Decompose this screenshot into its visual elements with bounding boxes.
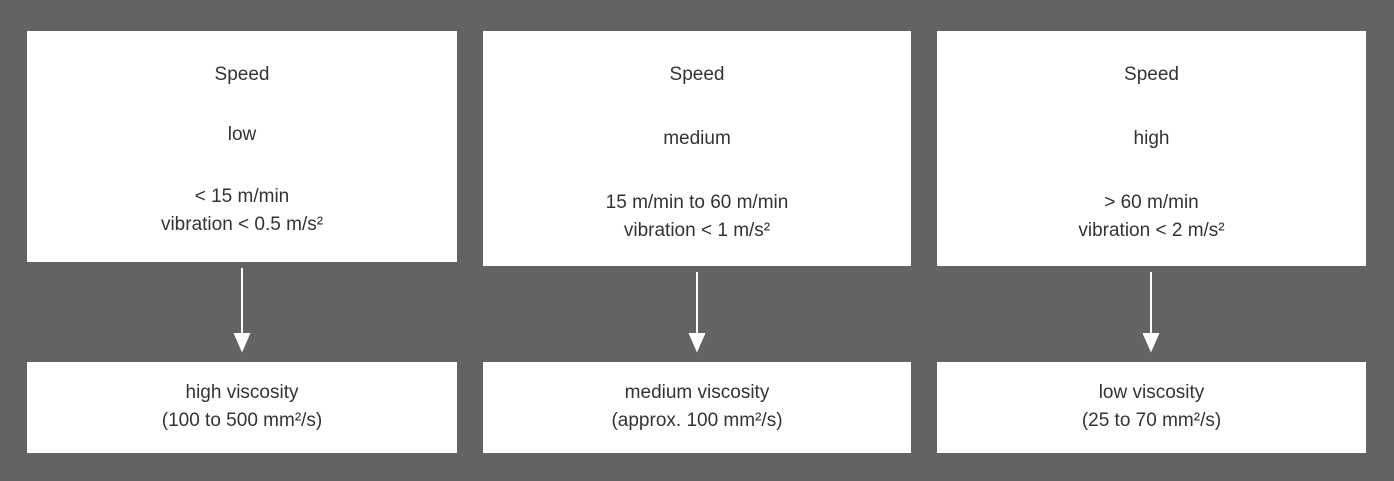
arrow-head [1142,333,1160,353]
range: 15 m/min to 60 m/min [605,192,789,213]
title: Speed [214,64,270,85]
vibration: vibration < 2 m/s² [1078,220,1225,241]
title: Speed [1124,64,1179,85]
vibration: vibration < 0.5 m/s² [160,214,324,235]
vibration: vibration < 1 m/s² [623,220,771,241]
speed-box: Speed medium 15 m/min to 60 m/min vibrat… [483,31,911,266]
result-box: low viscosity (25 to 70 mm²/s) [937,362,1366,453]
speed-box: Speed low < 15 m/min vibration < 0.5 m/s… [27,31,457,262]
level: medium [663,128,731,149]
level: high [1133,128,1170,149]
result: medium viscosity [624,382,770,403]
result-detail: (25 to 70 mm²/s) [1081,410,1222,431]
result: high viscosity [185,382,299,403]
result-box: medium viscosity (approx. 100 mm²/s) [483,362,911,453]
title: Speed [669,64,725,85]
result-detail: (100 to 500 mm²/s) [161,410,323,431]
range: < 15 m/min [194,186,290,207]
result-detail: (approx. 100 mm²/s) [611,410,783,431]
arrow-head [688,333,706,353]
range: > 60 m/min [1104,192,1199,213]
arrow-head [233,333,251,353]
speed-box: Speed high > 60 m/min vibration < 2 m/s² [937,31,1366,266]
result: low viscosity [1098,382,1205,403]
result-box: high viscosity (100 to 500 mm²/s) [27,362,457,453]
level: low [227,124,257,145]
